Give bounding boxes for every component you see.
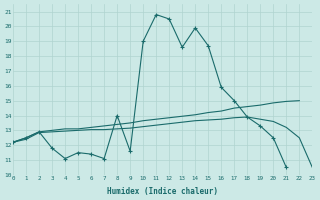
X-axis label: Humidex (Indice chaleur): Humidex (Indice chaleur) — [107, 187, 218, 196]
